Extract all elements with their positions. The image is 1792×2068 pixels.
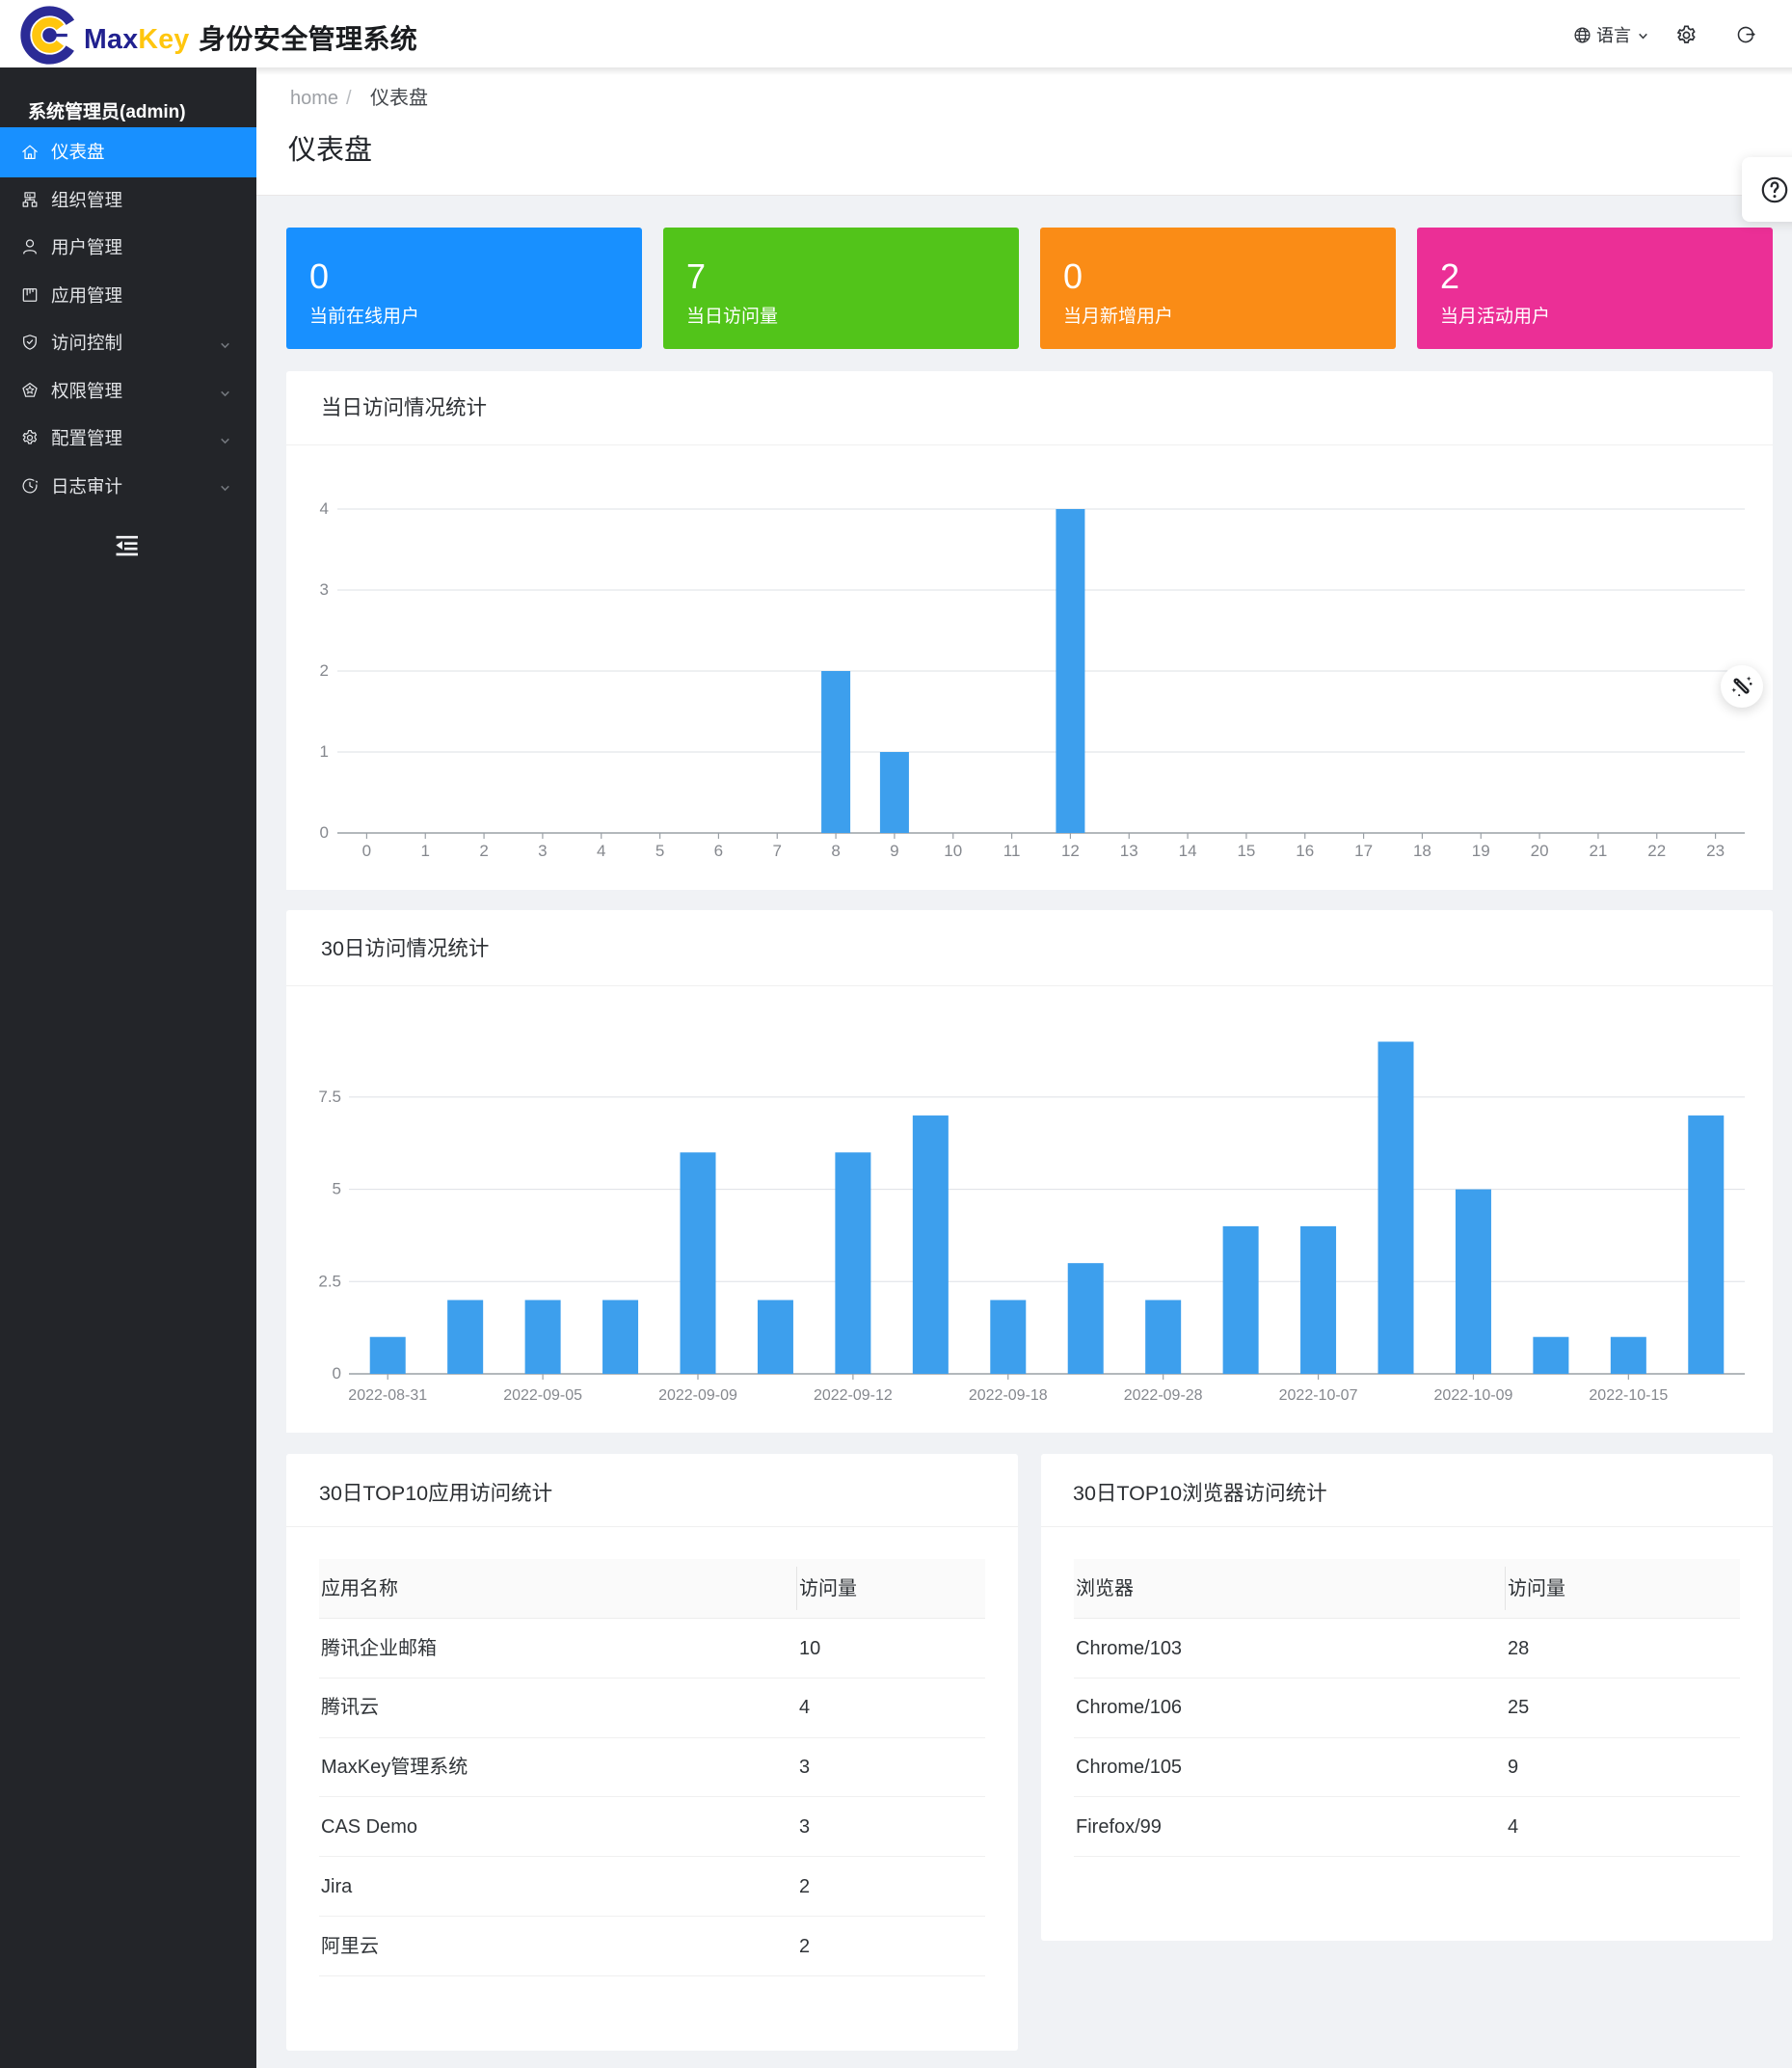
svg-text:2022-09-09: 2022-09-09 — [658, 1387, 737, 1404]
svg-text:2022-09-05: 2022-09-05 — [503, 1387, 582, 1404]
svg-text:5: 5 — [333, 1180, 341, 1198]
svg-text:5: 5 — [655, 842, 664, 860]
svg-text:2022-09-18: 2022-09-18 — [969, 1387, 1048, 1404]
svg-text:16: 16 — [1296, 842, 1314, 860]
svg-text:22: 22 — [1647, 842, 1666, 860]
svg-text:0: 0 — [333, 1364, 341, 1383]
svg-text:2.5: 2.5 — [318, 1272, 341, 1290]
svg-text:7.5: 7.5 — [318, 1088, 341, 1106]
svg-text:0: 0 — [320, 823, 329, 842]
svg-text:2: 2 — [479, 842, 488, 860]
svg-text:3: 3 — [320, 580, 329, 599]
svg-text:2022-10-15: 2022-10-15 — [1589, 1387, 1668, 1404]
svg-text:6: 6 — [714, 842, 723, 860]
svg-text:17: 17 — [1354, 842, 1373, 860]
svg-text:2: 2 — [320, 661, 329, 680]
svg-text:12: 12 — [1061, 842, 1080, 860]
svg-text:2022-10-09: 2022-10-09 — [1434, 1387, 1513, 1404]
svg-text:0: 0 — [362, 842, 371, 860]
svg-text:2022-09-28: 2022-09-28 — [1124, 1387, 1203, 1404]
svg-text:11: 11 — [1003, 842, 1021, 860]
svg-text:4: 4 — [320, 499, 329, 518]
svg-text:2022-10-07: 2022-10-07 — [1279, 1387, 1358, 1404]
svg-text:8: 8 — [831, 842, 840, 860]
svg-text:20: 20 — [1531, 842, 1549, 860]
svg-text:2022-08-31: 2022-08-31 — [348, 1387, 427, 1404]
svg-text:23: 23 — [1706, 842, 1725, 860]
svg-text:4: 4 — [597, 842, 605, 860]
svg-text:1: 1 — [421, 842, 430, 860]
svg-text:3: 3 — [538, 842, 547, 860]
svg-text:21: 21 — [1589, 842, 1607, 860]
svg-text:14: 14 — [1179, 842, 1197, 860]
svg-text:18: 18 — [1413, 842, 1431, 860]
svg-text:1: 1 — [320, 742, 329, 761]
svg-text:19: 19 — [1472, 842, 1490, 860]
svg-text:2022-09-12: 2022-09-12 — [814, 1387, 893, 1404]
svg-text:7: 7 — [773, 842, 782, 860]
svg-text:9: 9 — [890, 842, 898, 860]
svg-text:10: 10 — [944, 842, 962, 860]
svg-text:15: 15 — [1237, 842, 1255, 860]
svg-text:13: 13 — [1120, 842, 1138, 860]
